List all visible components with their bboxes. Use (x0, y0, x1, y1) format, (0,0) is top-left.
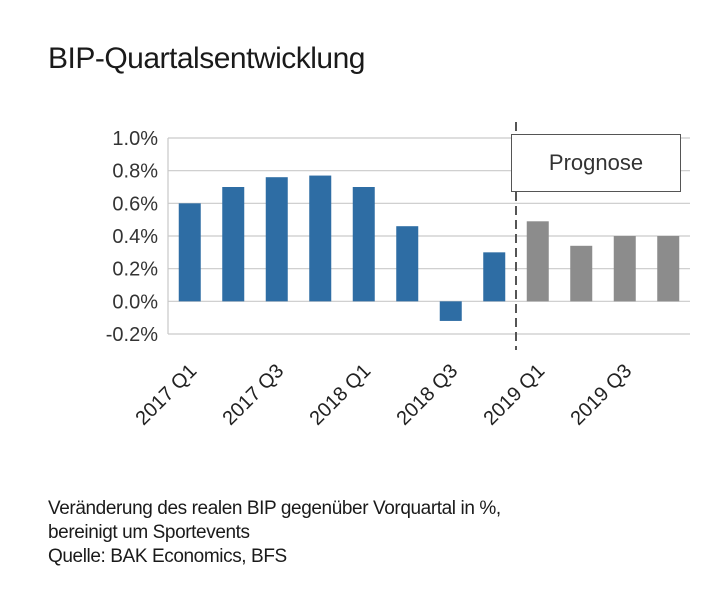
bar-2018-q4 (483, 252, 506, 302)
forecast-label-box: Prognose (511, 134, 681, 192)
bar-2019-q3 (613, 236, 636, 302)
forecast-label: Prognose (548, 150, 644, 175)
bar-2019-q1 (526, 221, 549, 302)
y-tick-label: 0.4% (112, 226, 158, 248)
y-tick-label: 0.8% (112, 161, 158, 183)
x-tick-label: 2018 Q3 (392, 360, 462, 430)
y-tick-label: -0.2% (106, 324, 158, 346)
x-tick-label: 2019 Q1 (479, 360, 549, 430)
bars (178, 175, 680, 321)
chart-title: BIP-Quartalsentwicklung (48, 42, 365, 75)
grid-lines (167, 137, 690, 335)
x-tick-label: 2019 Q3 (566, 360, 636, 430)
x-axis-labels: 2017 Q1 2017 Q3 2018 Q1 2018 Q3 2019 Q1 2019 … (131, 360, 636, 430)
source-note: Quelle: BAK Economics, BFS (48, 546, 287, 567)
y-tick-label: 0.6% (112, 193, 158, 215)
bar-2018-q1 (352, 187, 375, 302)
note-line-2: bereinigt um Sportevents (48, 522, 250, 543)
bar-2018-q2 (396, 226, 419, 302)
note-line-1: Veränderung des realen BIP gegenüber Vor… (48, 498, 501, 519)
bar-2019-q2 (570, 245, 593, 302)
bar-2017-q3 (265, 177, 288, 302)
bar-2017-q1 (178, 203, 201, 302)
x-tick-label: 2018 Q1 (305, 360, 375, 430)
bar-2017-q4 (309, 175, 332, 302)
x-tick-label: 2017 Q3 (218, 360, 288, 430)
y-tick-label: 0.0% (112, 291, 158, 313)
bar-2019-q4 (657, 236, 680, 302)
x-tick-label: 2017 Q1 (131, 360, 201, 430)
y-tick-label: 1.0% (112, 128, 158, 150)
y-tick-label: 0.2% (112, 259, 158, 281)
bar-2017-q2 (222, 187, 245, 302)
bar-2018-q3 (439, 301, 462, 321)
y-axis-ticks: 1.0% 0.8% 0.6% 0.4% 0.2% 0.0% -0.2% (106, 128, 158, 346)
